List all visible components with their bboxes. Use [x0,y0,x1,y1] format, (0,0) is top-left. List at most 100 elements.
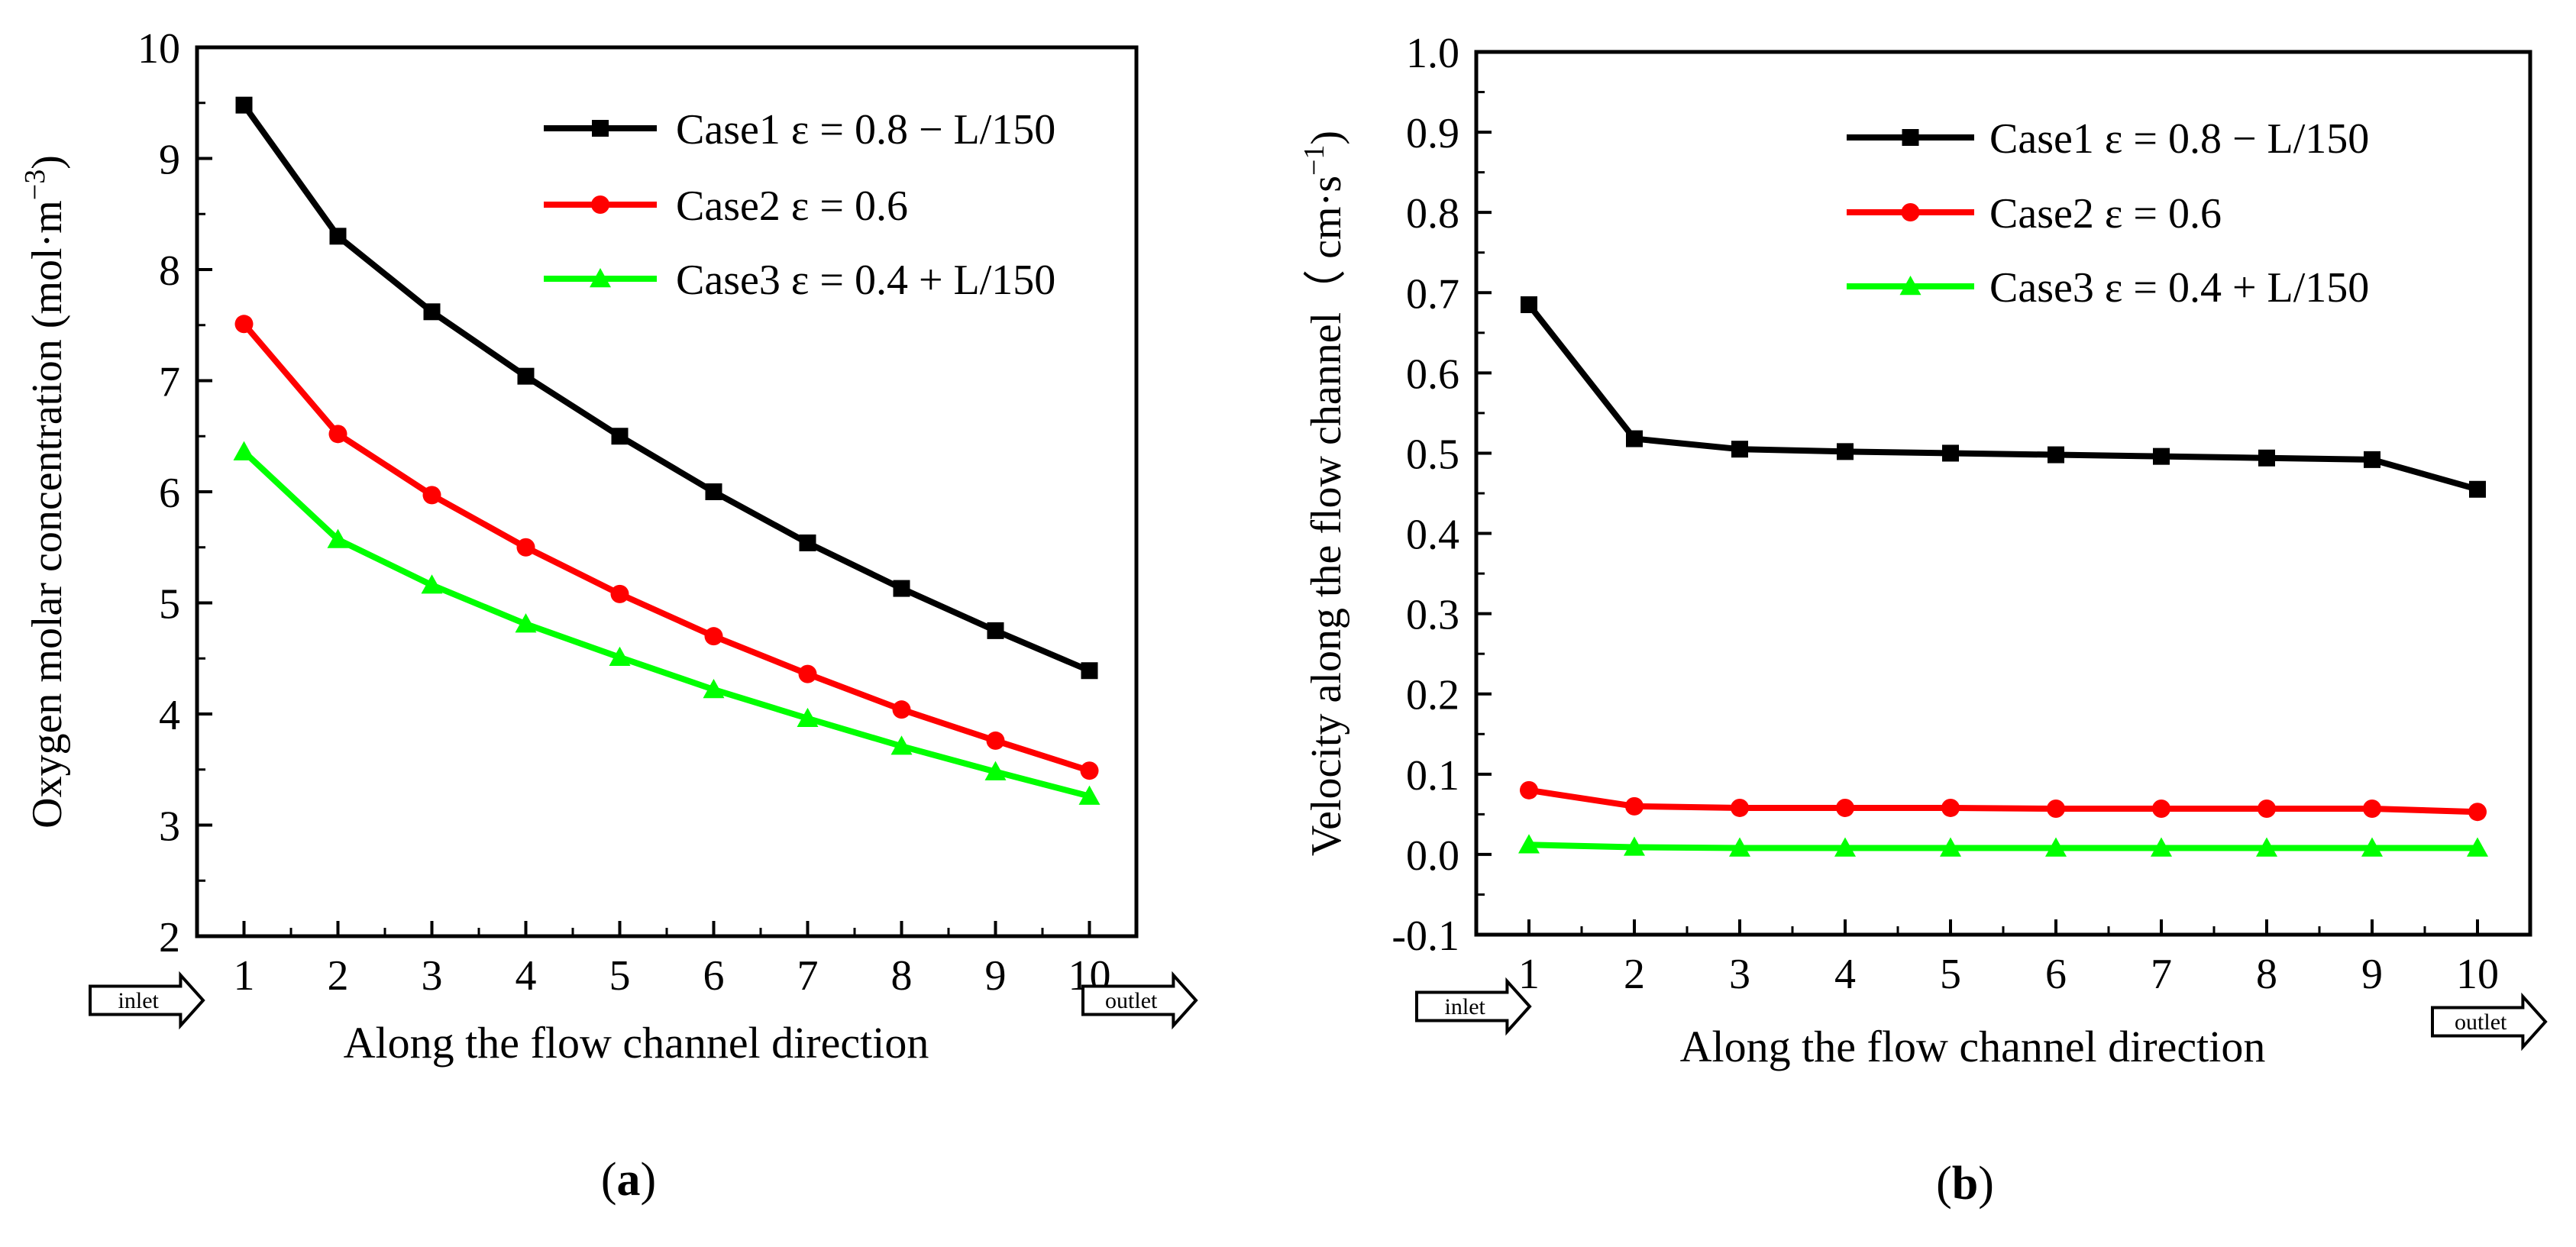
x-tick-label: 6 [2045,951,2067,998]
y-tick-label: 0.6 [1406,351,1459,398]
series-3-point [2467,837,2488,857]
panel-label-open: ( [601,1154,617,1206]
legend-marker-3 [590,268,611,288]
legend: Case1 ε = 0.8 − L/150 Case2 ε = 0.6 Case3 … [544,106,1055,304]
y-tick-label: 2 [159,914,180,961]
x-tick-label: 5 [609,952,631,1000]
outlet-arrow-shape [2431,992,2548,1052]
outlet-arrow-label: outlet [2455,1010,2507,1035]
series-3-point [1729,837,1750,857]
legend-marker-3 [1899,276,1921,296]
y-axis-label-exponent: −1 [1298,145,1330,176]
y-tick-label: 4 [159,692,180,739]
series-3-point [2361,837,2383,857]
series-2-point [798,664,817,683]
series-3-line [1528,842,2477,851]
series-2-point [1080,761,1099,780]
legend-label-3: Case3 ε = 0.4 + L/150 [676,257,1055,304]
y-axis-label-main: Velocity along the flow channel（ cm·s [1303,176,1350,856]
y-axis-label: Oxygen molar concentration (mol·m−3) [19,155,71,829]
inlet-arrow: inlet [1415,977,1532,1036]
series-1-point [1942,444,1959,462]
x-tick-label: 2 [1624,951,1645,998]
series-3-point [1940,837,1961,857]
y-tick-label: 0.2 [1406,672,1459,719]
series-1-point [1626,430,1643,447]
plot-area [233,96,1101,805]
series-1-line [1526,302,2479,493]
x-tick-label: 1 [234,952,255,1000]
legend-label-1: Case1 ε = 0.8 − L/150 [676,106,1055,153]
series-2-point [1941,798,1960,817]
series-2-point [892,700,911,719]
series-1-point [987,622,1004,639]
series-3-point [2256,837,2277,857]
series-1-point [517,367,535,385]
outlet-arrow: outlet [1081,971,1198,1030]
plot-area [1518,296,2488,857]
series-2-point [2152,800,2170,819]
series-3-point [421,574,443,594]
y-tick-label: -0.1 [1391,913,1459,960]
y-axis-label-close: ) [24,155,71,170]
series-3-point [2045,837,2067,857]
legend-label-1: Case1 ε = 0.8 − L/150 [1989,115,2369,163]
y-axis-label: Velocity along the flow channel（ cm·s−1) [1298,131,1350,856]
outlet-arrow-label: outlet [1105,988,1158,1013]
y-tick-label: 9 [159,137,180,184]
series-3-point [609,646,631,666]
series-3-point [327,528,349,548]
panel-label: (b) [1936,1158,1994,1210]
series-1-point [1521,296,1537,314]
y-tick-label: 0.8 [1406,190,1459,237]
x-tick-label: 6 [703,952,725,1000]
series-1-point [893,580,910,597]
series-1-point [1837,443,1854,460]
legend-label-3: Case3 ε = 0.4 + L/150 [1989,264,2369,312]
y-tick-label: 10 [137,25,180,73]
series-3-line [241,449,1091,800]
x-tick-label: 10 [2456,951,2499,998]
y-axis-label-main: Oxygen molar concentration (mol·m [24,200,71,829]
series-3-point [1078,785,1101,805]
legend-marker-2 [591,195,609,214]
x-tick-label: 7 [2151,951,2172,998]
legend-label-2: Case2 ε = 0.6 [676,183,908,230]
y-tick-label: 7 [159,359,180,406]
series-2-point [2363,800,2381,819]
series-1-point [2048,446,2064,464]
x-tick-label: 3 [1729,951,1750,998]
y-tick-label: 8 [159,247,180,295]
panel-label-open: ( [1936,1158,1952,1210]
x-tick-label: 4 [516,952,537,1000]
inlet-arrow-shape [1415,977,1532,1036]
series-3-point [890,735,913,755]
x-tick-label: 4 [1834,951,1856,998]
series-2-point [1520,780,1538,800]
series-3-point [1834,837,1856,857]
y-tick-label: 3 [159,803,180,851]
series-2-point [2468,803,2487,822]
series-2-point [704,627,723,646]
series-2-line [1528,787,2478,816]
y-tick-label: 5 [159,581,180,628]
series-2-line [241,321,1091,774]
legend-marker-2 [1901,203,1920,221]
legend-marker-1 [592,120,609,137]
series-1-point [2469,480,2486,498]
y-tick-label: 0.5 [1406,431,1459,478]
series-3-point [1518,834,1540,854]
series-2-point [234,315,254,334]
panel-label-close: ) [1978,1158,1994,1210]
y-axis-label-exponent: −3 [19,170,51,200]
series-3-point [515,613,537,633]
series-1-line [241,103,1091,674]
series-2-point [986,731,1005,750]
x-tick-label: 1 [1518,951,1540,998]
y-tick-label: 1.0 [1406,30,1459,77]
x-axis-label: Along the flow channel direction [1680,1022,2266,1071]
panel-label-close: ) [641,1154,657,1206]
series-1-point [329,228,347,245]
